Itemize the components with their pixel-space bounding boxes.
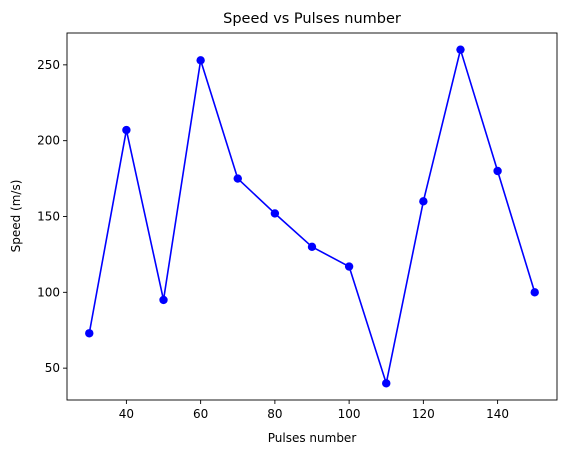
y-tick-label: 200 [37, 134, 60, 148]
x-tick-label: 40 [119, 407, 134, 421]
y-tick-label: 50 [45, 361, 60, 375]
plot-layer [66, 32, 558, 401]
data-point [159, 295, 168, 305]
x-tick-label: 80 [267, 407, 282, 421]
data-point [270, 209, 280, 218]
data-point [456, 45, 465, 54]
data-point [233, 174, 242, 183]
y-axis-label: Speed (m/s) [9, 180, 23, 253]
y-tick-label: 250 [37, 58, 60, 72]
data-point [196, 56, 205, 65]
x-tick-label: 100 [338, 407, 361, 421]
y-tick-label: 100 [37, 285, 60, 299]
data-point [122, 125, 131, 135]
x-tick-label: 120 [412, 407, 435, 421]
x-tick-label: 60 [193, 407, 208, 421]
ticks-layer: 40 60 80 100 120 140 50 100 150 200 250 [37, 58, 509, 421]
x-axis-label: Pulses number [268, 431, 357, 445]
y-tick-label: 150 [37, 210, 60, 224]
data-point [307, 242, 317, 252]
data-point [382, 379, 391, 388]
data-point [530, 288, 539, 297]
data-point [419, 197, 428, 206]
x-tick-label: 140 [486, 407, 509, 421]
data-point [85, 329, 94, 338]
data-point [493, 166, 502, 176]
data-point [344, 262, 354, 271]
chart-title: Speed vs Pulses number [223, 11, 401, 27]
